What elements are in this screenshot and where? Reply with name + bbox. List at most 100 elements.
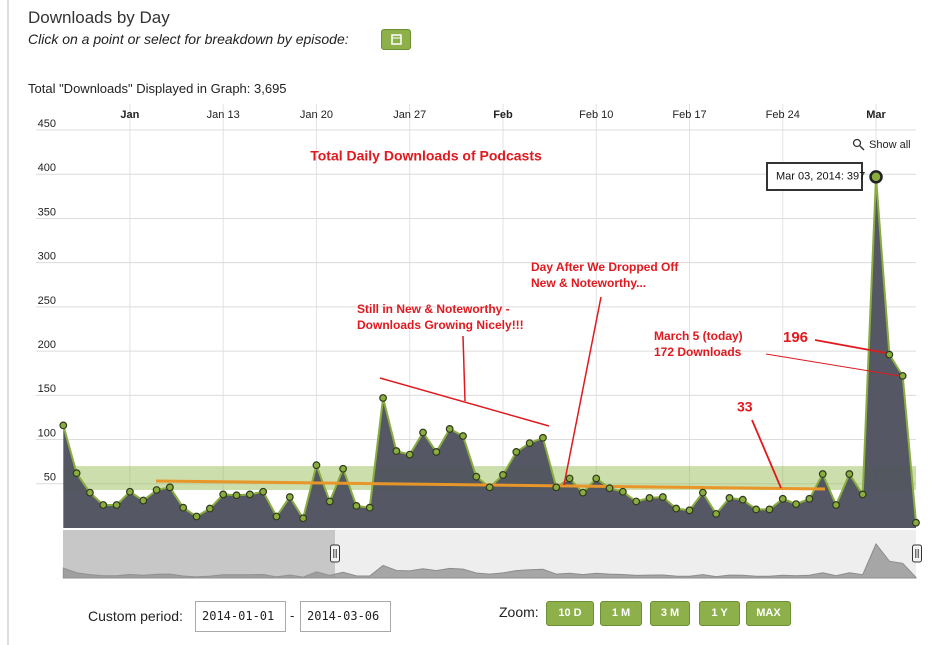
x-tick-label: Feb 24: [766, 109, 800, 121]
zoom-button[interactable]: 1 Y: [699, 601, 740, 626]
annotation-line: [379, 377, 550, 427]
chart-title: Total Daily Downloads of Podcasts: [310, 148, 542, 164]
navigator-handle: [912, 544, 922, 563]
data-point: [152, 486, 161, 494]
data-point: [165, 483, 174, 492]
y-tick-label: 300: [38, 251, 56, 263]
data-point: [632, 497, 641, 506]
annotation-text: 172 Downloads: [654, 345, 742, 359]
y-tick-label: 50: [44, 472, 56, 484]
data-point: [72, 469, 81, 478]
zoom-label: Zoom:: [499, 604, 539, 620]
data-point: [205, 504, 214, 513]
data-point: [459, 432, 467, 440]
navigator-mask: [63, 530, 335, 578]
separator: -: [290, 608, 295, 623]
data-point: [792, 500, 800, 509]
data-point: [898, 371, 907, 380]
x-tick-label: Feb 10: [579, 109, 613, 121]
data-point: [299, 514, 308, 523]
x-tick-label: Mar: [866, 109, 886, 121]
zoom-icon: [852, 138, 862, 148]
data-point: [685, 506, 694, 515]
data-point: [192, 512, 201, 521]
page-title: Downloads by Day: [28, 8, 170, 27]
data-point: [698, 488, 707, 497]
data-point: [565, 474, 574, 483]
data-point: [645, 494, 654, 502]
data-point: [912, 518, 920, 527]
data-point: [179, 503, 188, 512]
data-point: [86, 488, 94, 497]
y-tick-label: 150: [38, 383, 56, 395]
data-point: [579, 488, 587, 497]
data-point: [312, 461, 321, 470]
navigator-series: [62, 543, 917, 579]
x-tick-label: Jan: [120, 109, 139, 121]
data-point: [485, 483, 494, 492]
total-label: Total "Downloads" Displayed in Graph: 3,…: [28, 81, 287, 96]
data-point: [618, 487, 627, 496]
data-point: [885, 350, 894, 359]
data-point: [272, 512, 281, 521]
data-point: [325, 497, 334, 506]
annotation-text: March 5 (today): [654, 329, 743, 343]
annotation-line: [814, 339, 887, 354]
data-point: [752, 505, 761, 514]
data-point: [552, 483, 561, 492]
data-point: [219, 490, 228, 499]
data-point: [658, 493, 667, 501]
data-point: [525, 439, 534, 447]
annotation-text: Downloads Growing Nicely!!!: [357, 318, 524, 332]
calendar-button[interactable]: [381, 29, 411, 50]
navigator-handle: [330, 544, 340, 563]
x-tick-label: Jan 13: [207, 109, 240, 121]
data-point: [512, 448, 521, 456]
data-point: [285, 493, 294, 501]
annotation-text: Still in New & Noteworthy -: [357, 302, 510, 316]
data-point: [419, 428, 427, 437]
y-tick-label: 200: [38, 339, 56, 351]
annotation-line: [765, 353, 901, 377]
annotation-arrow: [563, 296, 602, 486]
data-point: [126, 487, 134, 496]
start-date-input[interactable]: 2014-01-01: [195, 601, 286, 632]
zoom-button[interactable]: 10 D: [546, 601, 594, 626]
show-all[interactable]: Show all: [852, 138, 911, 151]
plot-band: [63, 466, 917, 490]
annotation-lines: [379, 296, 901, 489]
zoom-icon: [859, 145, 865, 151]
data-point: [858, 490, 867, 499]
data-point: [869, 170, 883, 184]
data-point: [818, 470, 827, 478]
data-point: [339, 464, 347, 473]
data-point: [405, 450, 414, 459]
y-tick-label: 350: [38, 206, 56, 218]
data-point: [712, 509, 721, 518]
annotation-text: Day After We Dropped Off: [531, 260, 679, 274]
end-date-input[interactable]: 2014-03-06: [300, 601, 391, 632]
plot-area: [63, 130, 916, 528]
data-point: [59, 421, 68, 430]
data-point: [245, 490, 254, 499]
zoom-button[interactable]: MAX: [746, 601, 791, 626]
zoom-button[interactable]: 3 M: [650, 601, 690, 626]
x-tick-label: Feb 17: [672, 109, 706, 121]
zoom-button[interactable]: 1 M: [600, 601, 642, 626]
annotation-text: New & Noteworthy...: [531, 276, 646, 290]
tooltip-text: Mar 03, 2014: 397: [776, 170, 865, 182]
data-point: [738, 495, 747, 504]
data-point: [605, 484, 614, 493]
data-point: [672, 504, 681, 513]
page-border: [7, 0, 9, 645]
data-point: [365, 503, 374, 512]
y-tick-label: 400: [38, 162, 56, 174]
data-point: [112, 501, 121, 509]
y-tick-label: 100: [38, 427, 56, 439]
custom-period-label: Custom period:: [88, 608, 183, 624]
show-all-label[interactable]: Show all: [869, 139, 911, 151]
x-tick-label: Jan 27: [393, 109, 426, 121]
y-tick-label: 450: [38, 118, 56, 130]
y-tick-label: 250: [38, 295, 56, 307]
